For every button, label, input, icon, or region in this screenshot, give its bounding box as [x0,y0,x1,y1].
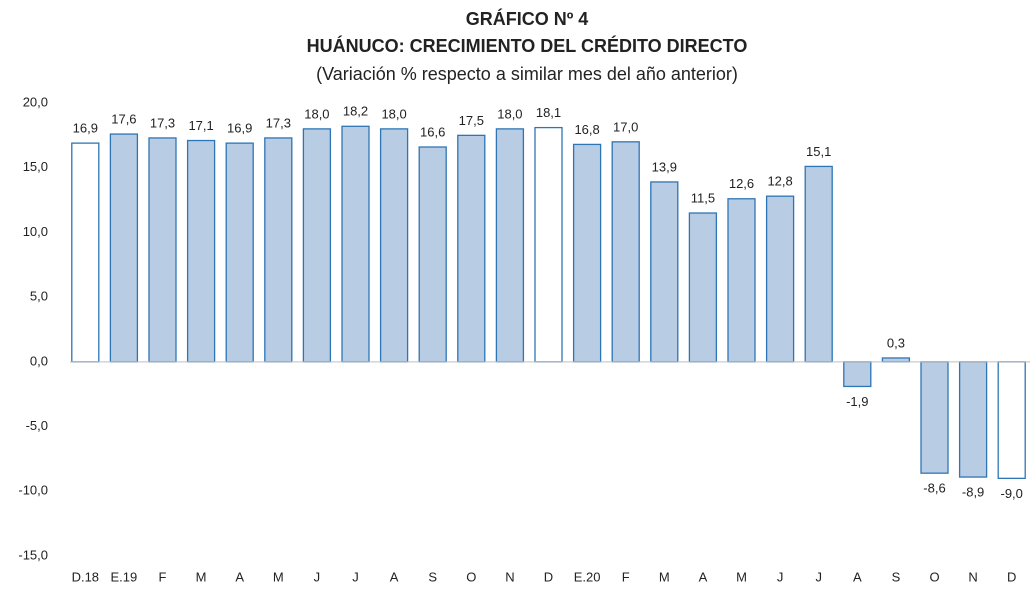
bar [495,128,525,363]
x-tick-label: D.18 [72,569,99,584]
value-label: 11,5 [691,190,715,205]
x-tick-label: J [314,569,321,584]
x-tick-label: N [505,569,514,584]
value-label: 17,0 [613,119,638,134]
x-tick-label: J [777,569,784,584]
bar [264,137,293,363]
value-label: 18,0 [381,106,406,121]
value-label: 17,1 [188,118,213,133]
x-tick-label: M [736,569,747,584]
value-label: 17,3 [150,115,175,130]
x-tick-label: J [815,569,822,584]
bar [881,357,911,363]
value-label: -1,9 [846,394,868,409]
value-label: -8,6 [923,481,945,496]
value-label: 16,8 [574,122,599,137]
bar [302,128,332,363]
value-label: 17,6 [111,112,136,127]
bar [765,195,795,363]
y-tick-label: 10,0 [23,224,48,239]
y-tick-label: 0,0 [30,353,48,368]
value-label: 17,5 [459,113,484,128]
value-label: 16,9 [73,121,98,136]
x-tick-label: S [428,569,437,584]
bar [71,142,100,363]
y-tick-label: -15,0 [18,547,48,562]
x-tick-label: F [622,569,630,584]
bar [958,361,988,478]
y-tick-label: -5,0 [26,418,48,433]
x-tick-label: A [699,569,708,584]
y-tick-label: 15,0 [23,159,48,174]
value-label: 12,6 [729,176,754,191]
x-tick-label: E.19 [111,569,138,584]
value-label: 15,1 [806,144,831,159]
value-label: 0,3 [887,335,905,350]
bar [225,142,254,363]
x-tick-label: O [929,569,939,584]
bar [418,146,447,363]
bar [341,125,370,363]
bar [534,126,563,363]
chart-note: (Variación % respecto a similar mes del … [316,64,738,84]
value-label: 17,3 [266,115,291,130]
bar [148,137,177,363]
x-tick-label: E.20 [574,569,601,584]
x-tick-label: A [390,569,399,584]
bar [572,143,602,363]
x-tick-label: A [853,569,862,584]
x-tick-label: M [659,569,670,584]
bar [379,128,409,363]
x-tick-label: F [159,569,167,584]
x-tick-label: M [196,569,207,584]
x-tick-label: S [892,569,901,584]
y-tick-label: 5,0 [30,289,48,304]
value-label: 12,8 [767,174,792,189]
value-label: 13,9 [652,159,677,174]
y-tick-label: 20,0 [23,94,48,109]
chart-title: GRÁFICO Nº 4 [466,8,589,29]
value-label: 16,9 [227,121,252,136]
value-label: 18,1 [536,105,561,120]
x-tick-label: D [544,569,553,584]
bar [650,181,679,363]
bar [688,212,718,363]
bar [109,133,139,363]
x-tick-label: A [235,569,244,584]
bar [843,361,872,388]
value-label: 18,0 [304,106,329,121]
value-label: 16,6 [420,124,445,139]
bar [611,141,640,363]
x-tick-label: D [1007,569,1016,584]
x-tick-label: O [466,569,476,584]
bar [186,139,216,363]
x-tick-label: M [273,569,284,584]
value-label: 18,2 [343,104,368,119]
x-tick-label: J [352,569,359,584]
bar [804,165,833,363]
value-label: -8,9 [962,484,984,499]
x-tick-label: N [968,569,977,584]
bar [727,198,756,363]
chart-subtitle: HUÁNUCO: CRECIMIENTO DEL CRÉDITO DIRECTO [307,35,748,56]
bar [920,361,949,474]
value-label: 18,0 [497,106,522,121]
bar [457,134,486,363]
y-tick-label: -10,0 [18,483,48,498]
value-label: -9,0 [1000,486,1022,501]
bar [997,361,1026,479]
